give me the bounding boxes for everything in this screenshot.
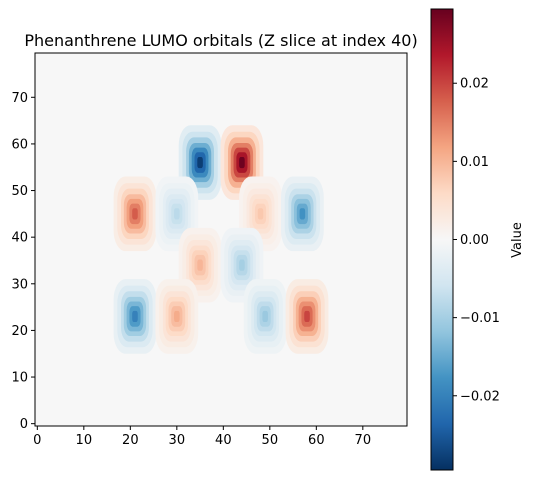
heatmap-cell bbox=[262, 310, 268, 323]
colorbar: 0.02 0.01 0.00 −0.01 −0.02 Value bbox=[430, 8, 525, 471]
x-tick-label: 60 bbox=[308, 433, 325, 448]
y-tick-label: 20 bbox=[11, 324, 28, 339]
heatmap-cell bbox=[132, 310, 138, 323]
heatmap-cell bbox=[257, 208, 264, 220]
colorbar-tick-label: 0.01 bbox=[460, 155, 489, 170]
heatmap-cell bbox=[299, 208, 306, 220]
heatmap-cell bbox=[239, 156, 245, 169]
y-tick-label: 10 bbox=[11, 371, 28, 386]
heatmap-cell bbox=[174, 208, 180, 220]
y-tick-label: 70 bbox=[11, 91, 28, 106]
orbital-lobe-negative bbox=[113, 279, 157, 354]
heatmap-cell bbox=[239, 259, 245, 271]
heatmap-lobes bbox=[113, 125, 329, 354]
heatmap-cell bbox=[132, 208, 138, 220]
orbital-lobe-negative bbox=[280, 176, 324, 252]
x-tick-label: 20 bbox=[122, 433, 139, 448]
x-tick-label: 30 bbox=[169, 433, 186, 448]
colorbar-gradient bbox=[430, 8, 454, 471]
colorbar-tick-label: 0.00 bbox=[460, 233, 489, 248]
colorbar-tick-label: −0.02 bbox=[460, 389, 500, 404]
x-tick-label: 70 bbox=[355, 433, 372, 448]
y-axis: 0 10 20 30 40 50 60 70 bbox=[11, 91, 35, 432]
y-tick-label: 30 bbox=[11, 277, 28, 292]
colorbar-tick-label: −0.01 bbox=[460, 311, 500, 326]
colorbar-label: Value bbox=[510, 222, 525, 258]
heatmap-cell bbox=[174, 310, 180, 323]
plot-area bbox=[34, 52, 408, 427]
x-tick-label: 50 bbox=[262, 433, 279, 448]
x-tick-label: 0 bbox=[33, 433, 41, 448]
x-tick-label: 40 bbox=[215, 433, 232, 448]
colorbar-tick-label: 0.02 bbox=[460, 77, 489, 92]
heatmap-cell bbox=[197, 259, 203, 271]
x-axis: 0 10 20 30 40 50 60 70 bbox=[33, 426, 371, 448]
orbital-lobe-positive bbox=[285, 279, 329, 354]
x-tick-label: 10 bbox=[76, 433, 93, 448]
orbital-lobe-negative bbox=[243, 279, 287, 354]
colorbar-ticks: 0.02 0.01 0.00 −0.01 −0.02 bbox=[453, 77, 500, 404]
y-tick-label: 60 bbox=[11, 137, 28, 152]
plot-frame bbox=[34, 52, 408, 427]
orbital-lobe-positive bbox=[155, 279, 199, 354]
orbital-lobe-positive bbox=[113, 176, 157, 252]
y-tick-label: 40 bbox=[11, 231, 28, 246]
chart-title: Phenanthrene LUMO orbitals (Z slice at i… bbox=[24, 31, 417, 50]
y-tick-label: 50 bbox=[11, 184, 28, 199]
heatmap-cell bbox=[304, 310, 310, 323]
heatmap-cell bbox=[197, 156, 203, 169]
heatmap-background bbox=[35, 53, 407, 426]
y-tick-label: 0 bbox=[20, 417, 28, 432]
